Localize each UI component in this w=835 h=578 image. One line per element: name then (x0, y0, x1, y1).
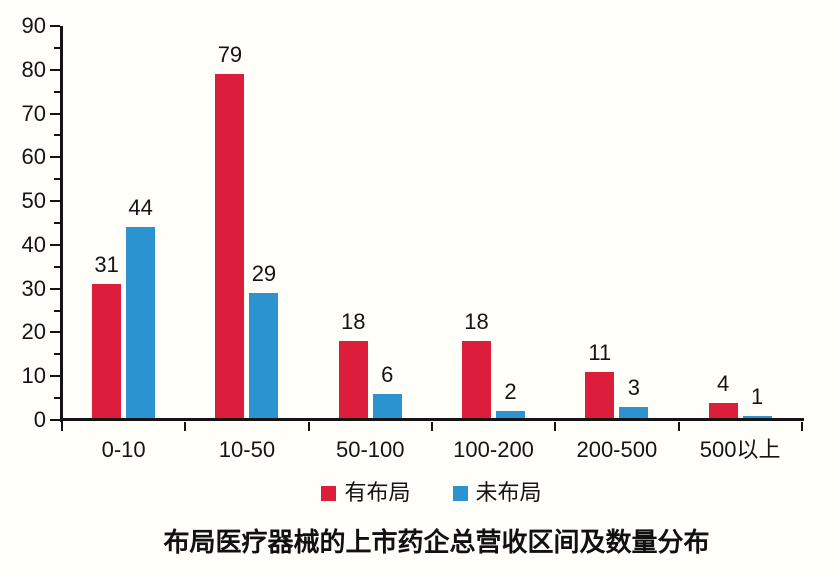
y-minor-tick (54, 178, 60, 181)
bar-有布局-10-50 (215, 74, 245, 420)
bar-value-label: 6 (381, 361, 394, 387)
legend: 有布局 未布局 (14, 481, 835, 505)
bar-未布局-0-10 (126, 227, 156, 420)
x-axis-tick (430, 422, 433, 431)
bar-有布局-50-100 (338, 341, 368, 420)
y-major-tick (50, 419, 60, 421)
x-axis-tick (800, 422, 803, 431)
x-category-label: 0-10 (101, 437, 146, 462)
x-axis-tick (307, 422, 310, 431)
legend-item-有布局: 有布局 (321, 480, 411, 505)
bar-有布局-0-10 (92, 284, 122, 420)
y-major-tick (50, 243, 60, 246)
y-major-tick (50, 68, 60, 71)
bar-未布局-100-200 (496, 411, 526, 420)
bar-有布局-500以上 (708, 402, 738, 420)
legend-label: 未布局 (475, 480, 542, 505)
x-category-label: 200-500 (576, 437, 658, 462)
bar-未布局-500以上 (742, 415, 772, 420)
y-tick-label: 60 (21, 144, 46, 170)
y-tick-label: 20 (21, 319, 46, 345)
y-minor-tick (54, 397, 60, 400)
x-axis-tick (554, 422, 557, 431)
y-tick-label: 10 (21, 363, 46, 389)
x-axis-tick (677, 422, 680, 431)
bar-未布局-10-50 (249, 293, 279, 420)
bar-value-label: 1 (751, 383, 764, 409)
y-tick-label: 70 (21, 100, 46, 126)
plot-area: 0 10 20 30 40 50 60 70 80 90 31 44 0-10 79 29 10-50 18 6… (22, 13, 804, 462)
y-tick-label: 90 (21, 13, 46, 38)
legend-item-未布局: 未布局 (452, 480, 542, 505)
x-category-label: 100-200 (453, 437, 534, 462)
y-major-tick (50, 156, 60, 159)
bar-value-label: 11 (588, 339, 612, 365)
y-major-tick (50, 375, 60, 378)
y-minor-tick (54, 222, 60, 224)
bar-value-label: 18 (464, 309, 489, 335)
y-minor-tick (54, 353, 60, 356)
y-tick-label: 80 (21, 56, 46, 82)
legend-label: 有布局 (344, 480, 411, 505)
x-category-label: 500以上 (699, 437, 781, 462)
x-axis-tick (61, 422, 63, 431)
y-minor-tick (54, 90, 60, 93)
bar-value-label: 18 (341, 309, 366, 335)
bar-有布局-200-500 (585, 371, 615, 420)
legend-swatch-有布局 (321, 485, 337, 501)
y-major-tick (50, 25, 60, 27)
y-minor-tick (54, 309, 60, 312)
legend-swatch-未布局 (452, 485, 468, 501)
y-tick-label: 40 (21, 231, 46, 257)
y-minor-tick (54, 134, 60, 137)
chart-title: 布局医疗器械的上市药企总营收区间及数量分布 (163, 527, 710, 557)
bar-value-label: 31 (94, 252, 119, 278)
bar-value-label: 29 (251, 261, 277, 287)
y-tick-label: 30 (21, 275, 46, 301)
x-category-label: 50-100 (335, 437, 405, 462)
y-major-tick (50, 287, 60, 290)
x-axis-tick (184, 422, 187, 431)
bar-value-label: 44 (128, 195, 153, 221)
y-major-tick (50, 112, 60, 115)
bar-有布局-100-200 (462, 341, 492, 420)
x-axis (60, 418, 804, 421)
y-major-tick (50, 200, 60, 203)
y-tick-label: 50 (21, 188, 46, 214)
y-minor-tick (54, 265, 60, 268)
y-minor-tick (54, 46, 60, 49)
bar-value-label: 3 (627, 374, 640, 400)
x-category-label: 10-50 (218, 437, 276, 462)
y-major-tick (50, 331, 60, 334)
y-axis (60, 26, 63, 422)
y-tick-label: 0 (33, 407, 46, 432)
bar-value-label: 4 (717, 370, 730, 396)
bar-value-label: 2 (504, 379, 517, 405)
bar-value-label: 79 (217, 42, 243, 68)
bar-未布局-200-500 (619, 406, 649, 420)
bar-未布局-50-100 (372, 393, 402, 420)
